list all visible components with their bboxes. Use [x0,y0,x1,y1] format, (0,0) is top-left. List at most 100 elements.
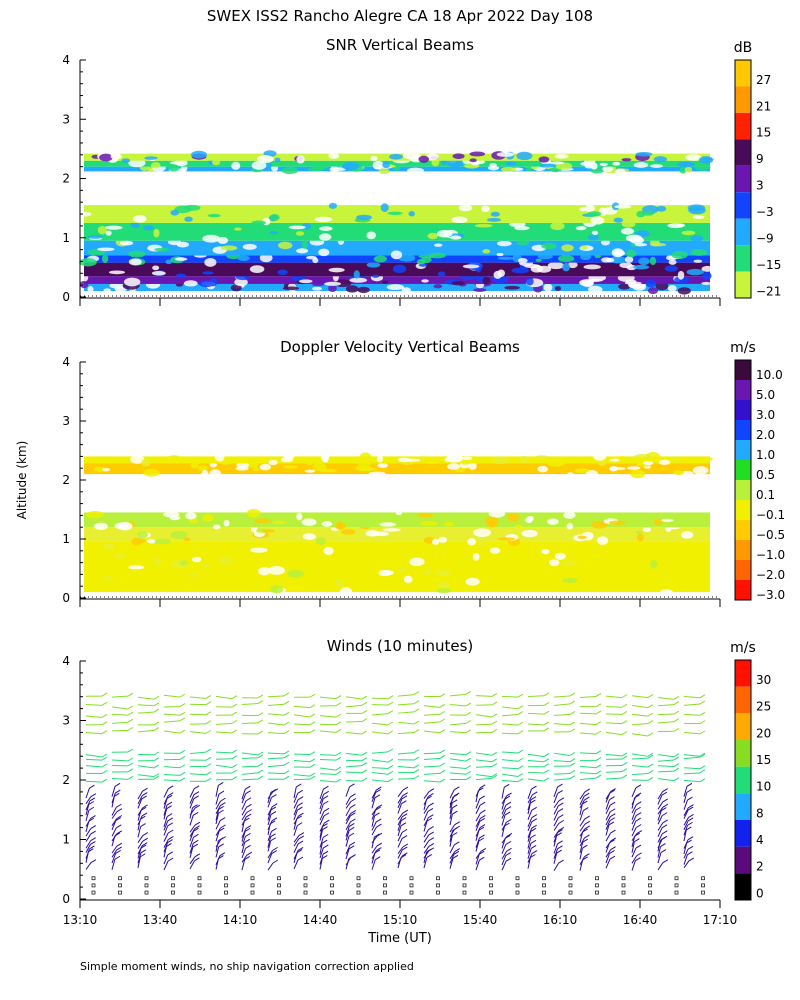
wind-barb-flag [218,790,225,795]
heatmap-speckle [444,521,455,527]
wind-barb-flag [688,857,695,862]
wind-barb [371,779,388,783]
heatmap-speckle [220,245,238,251]
wind-barb-flag [179,755,186,760]
wind-barb-flag [413,749,420,754]
heatmap-speckle [105,230,112,236]
wind-barb [449,731,466,734]
wind-barb [423,765,441,768]
wind-barb [137,826,142,838]
wind-barb [501,795,507,805]
colorbar-swatch [735,660,751,687]
heatmap-speckle [403,575,413,584]
wind-barb [163,860,169,871]
wind-barb [85,844,91,853]
wind-barb [423,772,440,775]
heatmap-speckle [128,565,145,570]
calm-marker [568,883,573,888]
heatmap-speckle [128,258,142,266]
wind-barb-flag [621,710,628,715]
wind-barb [423,829,430,838]
wind-barb [189,824,196,833]
heatmap-speckle [272,520,286,525]
colorbar-swatch [735,400,751,420]
wind-barb-flag [660,849,667,854]
wind-barb [657,815,663,825]
wind-barb [371,713,388,716]
wind-barb [475,818,481,828]
wind-barb-flag [231,769,238,774]
y-tick-label: 4 [62,53,70,67]
wind-barb-flag [688,814,694,818]
wind-barb-flag [608,821,615,826]
wind-barb-flag [283,721,290,726]
wind-barb [423,840,430,849]
heatmap-speckle [650,164,663,168]
wind-barb-flag [543,777,550,782]
heatmap-speckle [539,163,557,168]
wind-barb [163,694,180,698]
wind-barb [293,786,297,799]
wind-barb [189,773,206,776]
wind-barb-flag [504,811,511,816]
heatmap-speckle [602,165,614,172]
heatmap-speckle [236,462,249,469]
wind-barb-flag [699,730,706,735]
heatmap-speckle [301,518,317,526]
heatmap-speckle [219,556,233,565]
wind-barb-flag [530,799,536,804]
wind-barb-flag [246,851,253,856]
wind-barb-flag [557,840,563,845]
wind-barb-flag [543,721,550,726]
heatmap-speckle [407,167,425,174]
x-tick-label: 14:10 [223,913,258,927]
wind-barb-flag [361,777,368,782]
calm-marker [542,876,546,881]
heatmap-speckle [428,252,446,259]
colorbar-label: 21 [756,99,771,113]
heatmap-speckle [664,265,678,272]
wind-barb-flag [635,844,642,849]
wind-barb [683,696,700,699]
heatmap-speckle [546,518,559,525]
wind-barb [527,695,545,697]
wind-barb [319,759,337,761]
heatmap-speckle [580,161,594,167]
plot-area [76,150,720,297]
calm-marker [542,883,546,888]
heatmap-speckle [538,156,550,163]
wind-barb [423,850,430,859]
heatmap-speckle [357,459,372,468]
wind-barb [345,844,351,855]
heatmap-band [84,463,710,475]
wind-barb [137,798,143,809]
heatmap-speckle [437,271,446,277]
wind-barb-flag [491,692,498,697]
heatmap-speckle [365,530,380,537]
wind-barb-flag [361,695,368,700]
heatmap-speckle [87,285,94,293]
wind-barb [631,810,637,820]
wind-barb [605,832,611,842]
heatmap-speckle [635,530,643,535]
heatmap-speckle [342,162,360,171]
heatmap-speckle [705,457,714,461]
wind-barb [475,723,493,726]
wind-barb-flag [116,824,122,829]
wind-barb [657,697,674,700]
wind-barb-flag [323,807,330,812]
wind-barb-flag [686,782,693,787]
wind-barb-flag [595,693,602,697]
heatmap-speckle [432,538,440,545]
wind-barb [163,788,169,798]
wind-barb-flag [270,806,277,811]
calm-marker [224,890,228,895]
wind-barb-flag [88,801,95,805]
wind-barb-flag [167,839,173,844]
wind-barb [345,857,352,866]
heatmap-speckle [188,573,199,578]
wind-barb-flag [661,812,668,817]
wind-barb [423,846,430,854]
heatmap-speckle [462,264,480,269]
wind-barb [267,792,272,804]
